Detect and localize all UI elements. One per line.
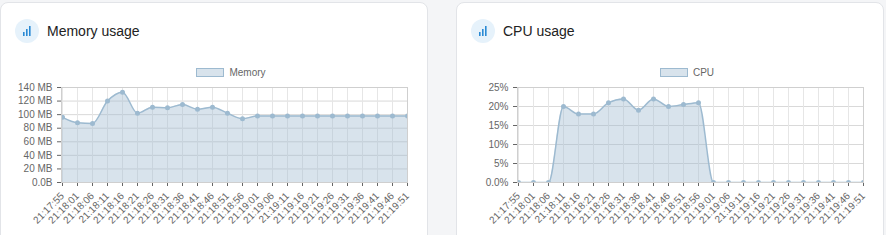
svg-text:21:18:21: 21:18:21	[105, 190, 142, 226]
svg-text:21:19:11: 21:19:11	[712, 190, 748, 225]
svg-text:21:18:56: 21:18:56	[210, 190, 247, 226]
svg-text:21:19:36: 21:19:36	[786, 190, 823, 226]
svg-text:21:19:31: 21:19:31	[315, 190, 352, 226]
svg-text:21:19:21: 21:19:21	[285, 190, 322, 226]
svg-text:21:18:36: 21:18:36	[150, 190, 187, 226]
svg-text:21:18:16: 21:18:16	[90, 190, 127, 226]
svg-text:20%: 20%	[488, 101, 508, 112]
svg-text:21:19:41: 21:19:41	[801, 190, 838, 226]
svg-text:20 MB: 20 MB	[24, 163, 53, 174]
svg-text:21:18:11: 21:18:11	[76, 190, 112, 225]
svg-text:21:18:06: 21:18:06	[60, 190, 97, 226]
svg-text:80 MB: 80 MB	[24, 122, 53, 133]
svg-text:21:19:41: 21:19:41	[345, 190, 382, 226]
svg-text:60 MB: 60 MB	[24, 136, 53, 147]
svg-text:21:18:26: 21:18:26	[120, 190, 157, 226]
svg-text:25%: 25%	[488, 82, 508, 93]
svg-text:21:18:46: 21:18:46	[180, 190, 217, 226]
svg-text:21:19:16: 21:19:16	[270, 190, 307, 226]
svg-text:21:18:06: 21:18:06	[516, 190, 553, 226]
svg-text:21:18:21: 21:18:21	[561, 190, 598, 226]
svg-text:0.0B: 0.0B	[32, 177, 53, 188]
svg-text:21:18:36: 21:18:36	[606, 190, 643, 226]
svg-text:21:19:06: 21:19:06	[696, 190, 733, 226]
svg-text:0.0%: 0.0%	[486, 177, 509, 188]
svg-text:21:19:51: 21:19:51	[832, 190, 868, 226]
svg-text:10%: 10%	[488, 139, 508, 150]
svg-text:21:19:11: 21:19:11	[256, 190, 292, 225]
html-text:Memory usage: Memory usage	[47, 23, 140, 39]
svg-text:5%: 5%	[494, 158, 509, 169]
html-text:Memory: Memory	[229, 67, 266, 78]
svg-text:21:19:31: 21:19:31	[771, 190, 808, 226]
svg-text:21:19:06: 21:19:06	[240, 190, 277, 226]
svg-text:140 MB: 140 MB	[18, 82, 53, 93]
svg-text:21:18:46: 21:18:46	[636, 190, 673, 226]
svg-text:21:18:01: 21:18:01	[501, 190, 538, 226]
svg-text:21:18:51: 21:18:51	[651, 190, 688, 226]
svg-text:120 MB: 120 MB	[18, 95, 53, 106]
svg-text:21:19:16: 21:19:16	[726, 190, 763, 226]
svg-text:21:19:51: 21:19:51	[376, 190, 412, 226]
html-text:CPU usage: CPU usage	[503, 23, 575, 39]
svg-text:21:18:31: 21:18:31	[591, 190, 628, 226]
svg-text:21:18:41: 21:18:41	[621, 190, 658, 226]
svg-text:21:19:46: 21:19:46	[360, 190, 397, 226]
svg-text:100 MB: 100 MB	[18, 109, 53, 120]
html-text:CPU: CPU	[692, 67, 715, 78]
svg-text:21:19:46: 21:19:46	[816, 190, 853, 226]
svg-text:21:18:16: 21:18:16	[546, 190, 583, 226]
svg-text:21:19:21: 21:19:21	[741, 190, 778, 226]
svg-text:21:18:56: 21:18:56	[666, 190, 703, 226]
svg-text:21:19:01: 21:19:01	[681, 190, 718, 226]
svg-text:21:19:01: 21:19:01	[225, 190, 262, 226]
svg-text:21:18:11: 21:18:11	[532, 190, 568, 225]
svg-text:21:17:55: 21:17:55	[30, 190, 67, 226]
svg-text:21:17:55: 21:17:55	[486, 190, 523, 226]
svg-text:15%: 15%	[488, 120, 508, 131]
svg-text:21:18:41: 21:18:41	[165, 190, 202, 226]
svg-text:21:19:36: 21:19:36	[330, 190, 367, 226]
svg-text:21:18:51: 21:18:51	[195, 190, 232, 226]
svg-text:21:18:31: 21:18:31	[135, 190, 172, 226]
svg-text:40 MB: 40 MB	[24, 150, 53, 161]
svg-text:21:18:26: 21:18:26	[576, 190, 613, 226]
svg-text:21:19:26: 21:19:26	[756, 190, 793, 226]
svg-text:21:18:01: 21:18:01	[45, 190, 82, 226]
svg-text:21:19:26: 21:19:26	[300, 190, 337, 226]
